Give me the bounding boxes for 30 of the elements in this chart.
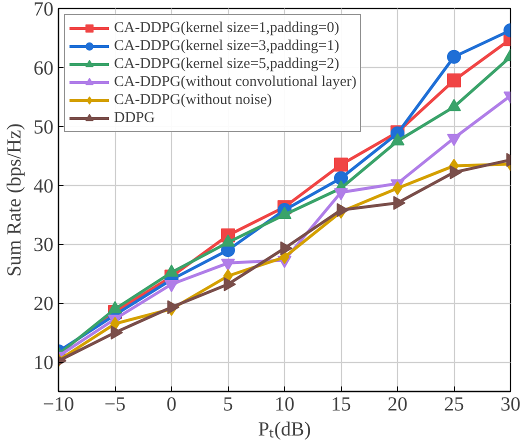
point <box>224 277 236 292</box>
y-tick-label: 20 <box>34 293 54 316</box>
x-tick-label: −5 <box>104 394 126 416</box>
legend-label: CA-DDPG(kernel size=1,padding=0) <box>114 19 340 37</box>
legend-label: CA-DDPG(kernel size=3,padding=1) <box>114 37 340 55</box>
y-tick-label: 10 <box>34 352 54 374</box>
point <box>447 73 461 88</box>
x-tick-label: 20 <box>388 394 408 416</box>
x-tick-label: 15 <box>331 394 351 416</box>
legend-label: CA-DDPG(without convolutional layer) <box>114 73 356 91</box>
x-axis-title: Pₜ(dB) <box>258 418 311 440</box>
x-tick-label: 30 <box>500 394 520 416</box>
point <box>334 158 348 172</box>
y-axis-title: Sum Rate (bps/Hz) <box>4 123 26 277</box>
legend-label: DDPG <box>114 109 155 127</box>
point <box>447 50 461 64</box>
x-tick-label: 25 <box>444 394 464 416</box>
y-tick-label: 30 <box>34 234 54 256</box>
legend-label: CA-DDPG(kernel size=5,padding=2) <box>114 55 340 73</box>
x-tick-label: 0 <box>166 394 176 416</box>
y-tick-label: 50 <box>34 116 54 138</box>
y-tick-label: 70 <box>34 0 54 20</box>
x-tick-label: 10 <box>274 394 294 416</box>
point <box>110 326 124 340</box>
x-tick-label: −10 <box>42 394 74 416</box>
legend-label: CA-DDPG(without noise) <box>114 91 272 109</box>
y-tick-label: 60 <box>34 57 54 80</box>
y-tick-label: 40 <box>34 175 54 198</box>
x-tick-label: 5 <box>223 394 233 416</box>
point <box>167 300 180 314</box>
